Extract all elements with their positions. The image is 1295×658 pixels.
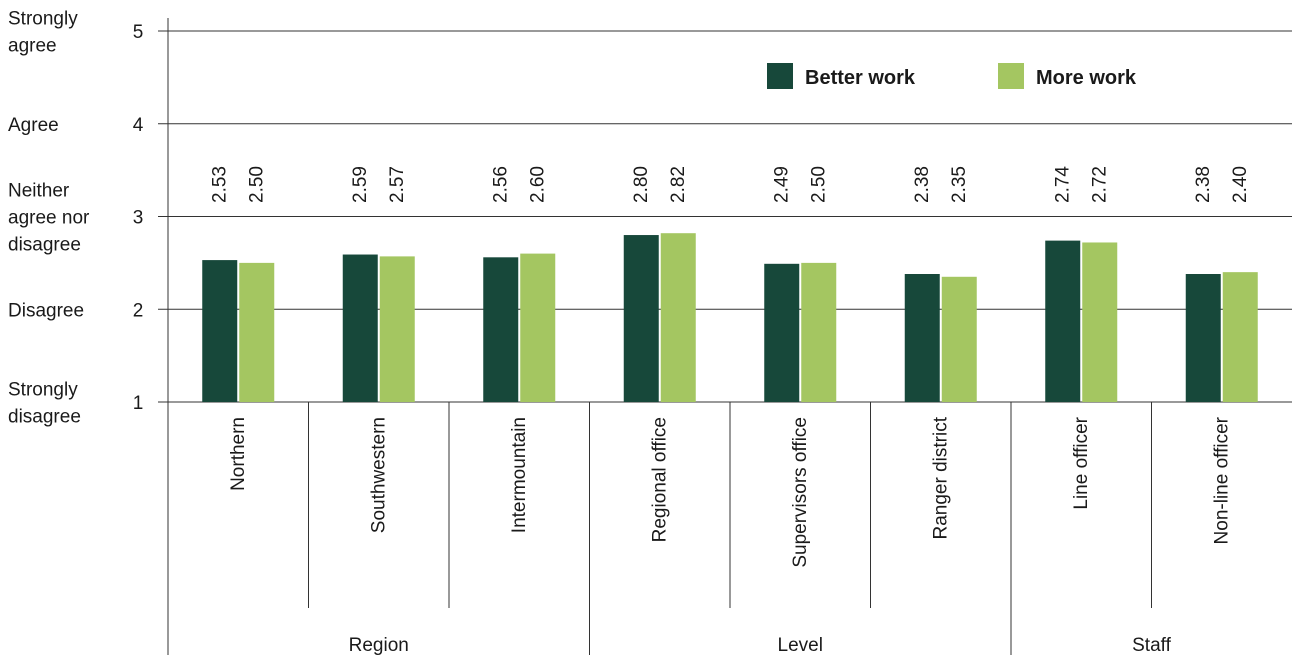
value-label: 2.40 xyxy=(1230,166,1251,203)
bar-better-work xyxy=(202,260,238,402)
value-label: 2.80 xyxy=(631,166,652,203)
value-label: 2.49 xyxy=(771,166,792,203)
y-description-label: Disagree xyxy=(8,300,84,321)
value-label: 2.56 xyxy=(490,166,511,203)
bar-better-work xyxy=(342,254,378,402)
y-description-label: Strongly xyxy=(8,380,78,401)
bar-better-work xyxy=(904,274,940,402)
legend: Better work More work xyxy=(767,63,1137,89)
y-tick-label: 3 xyxy=(133,208,144,229)
legend-swatch-more-work xyxy=(998,63,1024,89)
bar-more-work xyxy=(1082,242,1118,402)
bar-more-work xyxy=(239,262,275,402)
y-description-label: agree nor xyxy=(8,208,90,229)
value-label: 2.59 xyxy=(350,166,371,203)
value-label: 2.53 xyxy=(209,166,230,203)
y-description-label: Strongly xyxy=(8,9,78,30)
bar-more-work xyxy=(1222,272,1258,402)
group-label: Region xyxy=(349,635,409,656)
category-label: Ranger district xyxy=(930,416,951,539)
y-description-label: Neither xyxy=(8,181,70,202)
category-label: Southwestern xyxy=(368,417,389,533)
value-label: 2.57 xyxy=(387,166,408,203)
value-label: 2.50 xyxy=(246,166,267,203)
legend-label: Better work xyxy=(805,67,916,89)
group-label: Staff xyxy=(1132,635,1171,656)
value-label: 2.72 xyxy=(1089,166,1110,203)
bar-better-work xyxy=(1045,240,1081,402)
bar-better-work xyxy=(483,257,519,402)
bar-more-work xyxy=(660,233,696,402)
bar-better-work xyxy=(1185,274,1221,402)
y-description-label: disagree xyxy=(8,235,81,256)
category-label: Line officer xyxy=(1071,416,1092,509)
y-tick-label: 1 xyxy=(133,393,144,414)
value-label: 2.82 xyxy=(668,166,689,203)
value-label: 2.38 xyxy=(912,166,933,203)
value-label: 2.50 xyxy=(808,166,829,203)
y-tick-label: 4 xyxy=(133,115,144,136)
value-label: 2.60 xyxy=(527,166,548,203)
x-axis: Northern Southwestern Intermountain Regiona… xyxy=(228,402,1232,656)
bar-better-work xyxy=(764,263,800,402)
bar-more-work xyxy=(379,256,415,402)
y-description-label: Agree xyxy=(8,115,59,136)
value-label: 2.74 xyxy=(1052,166,1073,203)
bar-more-work xyxy=(941,276,977,402)
bars xyxy=(202,233,1258,402)
y-axis: 1 2 3 4 5 Strongly agree Agree Neither agree nor d… xyxy=(8,9,169,655)
category-label: Supervisors office xyxy=(790,417,811,568)
y-description-label: agree xyxy=(8,36,57,57)
value-labels: 2.53 2.50 2.59 2.57 2.56 2.60 2.80 2.82 2.49 2.50… xyxy=(209,166,1251,203)
category-label: Non-line officer xyxy=(1211,416,1232,544)
y-tick-label: 5 xyxy=(133,22,144,43)
legend-swatch-better-work xyxy=(767,63,793,89)
legend-label: More work xyxy=(1036,67,1137,89)
bar-more-work xyxy=(801,262,837,402)
category-label: Regional office xyxy=(649,417,670,542)
y-tick-label: 2 xyxy=(133,300,144,321)
value-label: 2.38 xyxy=(1193,166,1214,203)
category-label: Northern xyxy=(228,417,249,491)
bar-more-work xyxy=(520,253,556,402)
value-label: 2.35 xyxy=(949,166,970,203)
bar-better-work xyxy=(623,235,659,402)
group-label: Level xyxy=(778,635,823,656)
category-label: Intermountain xyxy=(509,417,530,533)
y-description-label: disagree xyxy=(8,407,81,428)
